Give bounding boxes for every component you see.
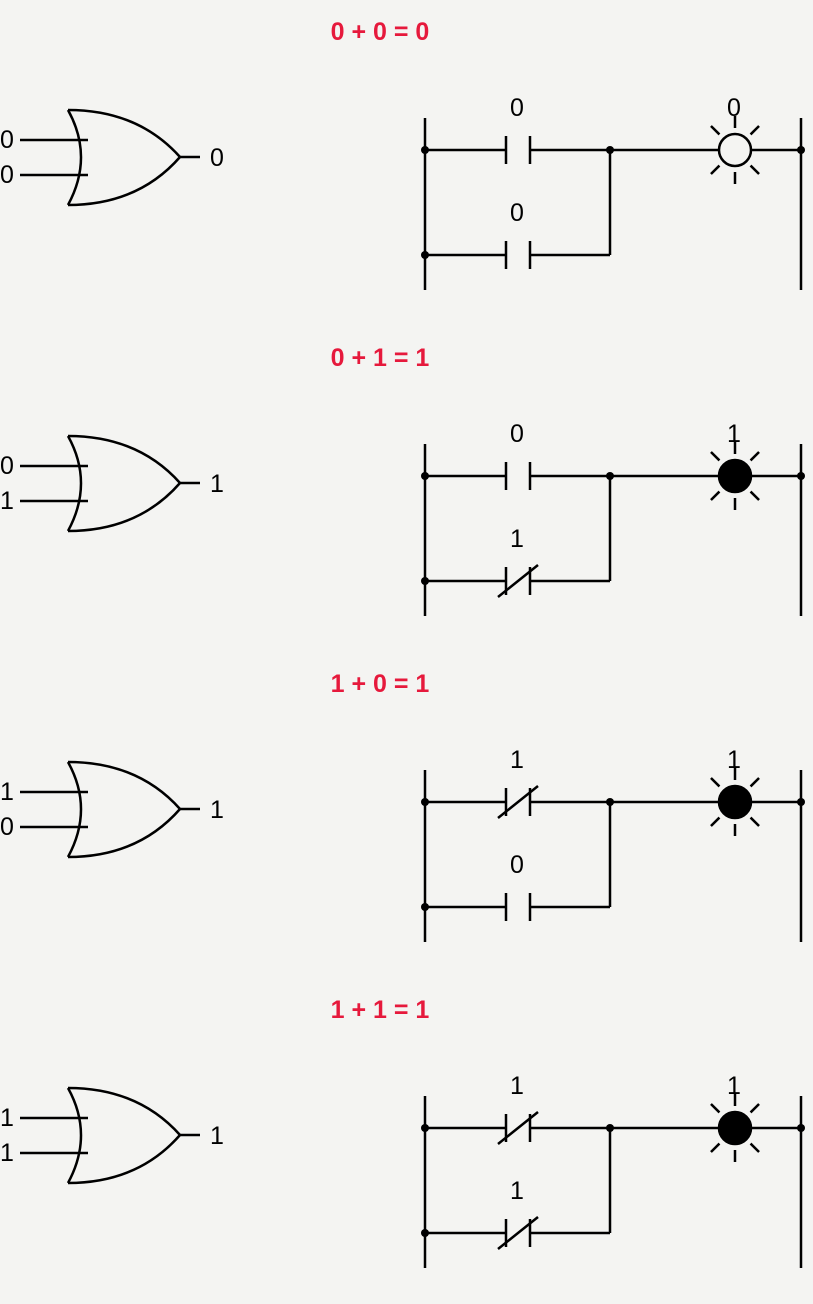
or-row-3: 1 + 1 = 1 1 1 1 1 1 1 (0, 996, 805, 1268)
contact-b-label: 1 (510, 525, 524, 553)
gate-output-label: 0 (210, 144, 224, 172)
contact-a-label: 0 (510, 94, 524, 122)
contact-a-label: 0 (510, 420, 524, 448)
or-row-1: 0 + 1 = 1 0 1 1 0 1 1 (0, 344, 805, 616)
or-gate-symbol: 0 1 1 (0, 436, 224, 531)
lamp-output-label: 1 (727, 746, 741, 774)
ladder-diagram: 1 1 1 (421, 1072, 805, 1268)
gate-output-label: 1 (210, 470, 224, 498)
equation-label: 1 + 0 = 1 (331, 670, 430, 698)
gate-input-b-label: 1 (0, 487, 14, 515)
or-row-0: 0 + 0 = 0 0 0 0 0 0 0 (0, 18, 805, 290)
equation-label: 0 + 1 = 1 (331, 344, 430, 372)
lamp-output-label: 1 (727, 420, 741, 448)
ladder-diagram: 1 0 1 (421, 746, 805, 942)
gate-input-a-label: 1 (0, 778, 14, 806)
gate-input-a-label: 0 (0, 126, 14, 154)
equation-label: 0 + 0 = 0 (331, 18, 430, 46)
lamp-output-label: 1 (727, 1072, 741, 1100)
contact-b-label: 0 (510, 199, 524, 227)
gate-input-a-label: 0 (0, 452, 14, 480)
gate-input-b-label: 0 (0, 813, 14, 841)
equation-label: 1 + 1 = 1 (331, 996, 430, 1024)
or-gate-symbol: 0 0 0 (0, 110, 224, 205)
or-gate-symbol: 1 1 1 (0, 1088, 224, 1183)
gate-output-label: 1 (210, 1122, 224, 1150)
gate-input-b-label: 1 (0, 1139, 14, 1167)
contact-b-label: 1 (510, 1177, 524, 1205)
contact-b-label: 0 (510, 851, 524, 879)
or-gate-truth-table-diagram: 0 + 0 = 00000000 + 1 = 10110111 + 0 = 11… (0, 0, 813, 1304)
ladder-diagram: 0 0 0 (421, 94, 805, 290)
gate-input-a-label: 1 (0, 1104, 14, 1132)
or-gate-symbol: 1 0 1 (0, 762, 224, 857)
or-row-2: 1 + 0 = 1 1 0 1 1 0 1 (0, 670, 805, 942)
contact-a-label: 1 (510, 1072, 524, 1100)
ladder-diagram: 0 1 1 (421, 420, 805, 616)
lamp-output-label: 0 (727, 94, 741, 122)
gate-output-label: 1 (210, 796, 224, 824)
contact-a-label: 1 (510, 746, 524, 774)
gate-input-b-label: 0 (0, 161, 14, 189)
